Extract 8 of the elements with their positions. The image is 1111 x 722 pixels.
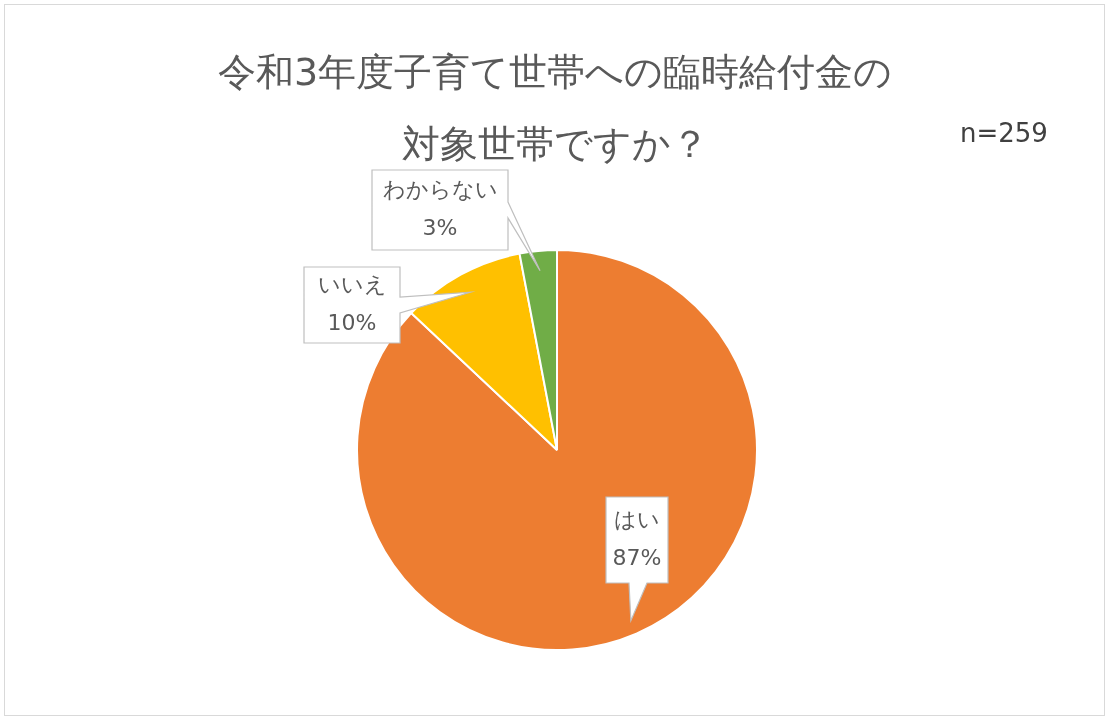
text: n=259 [960, 118, 1048, 148]
data-label: 87% [612, 544, 662, 570]
slice-label: わからない [382, 176, 498, 202]
slice-label: いいえ [317, 271, 387, 297]
chart-title: 令和3年度子育て世帯への臨時給付金の対象世帯ですか？ [217, 50, 893, 166]
data-label: 10% [327, 309, 377, 335]
slice-label: はい [614, 506, 660, 532]
data-label: 3% [422, 214, 458, 240]
